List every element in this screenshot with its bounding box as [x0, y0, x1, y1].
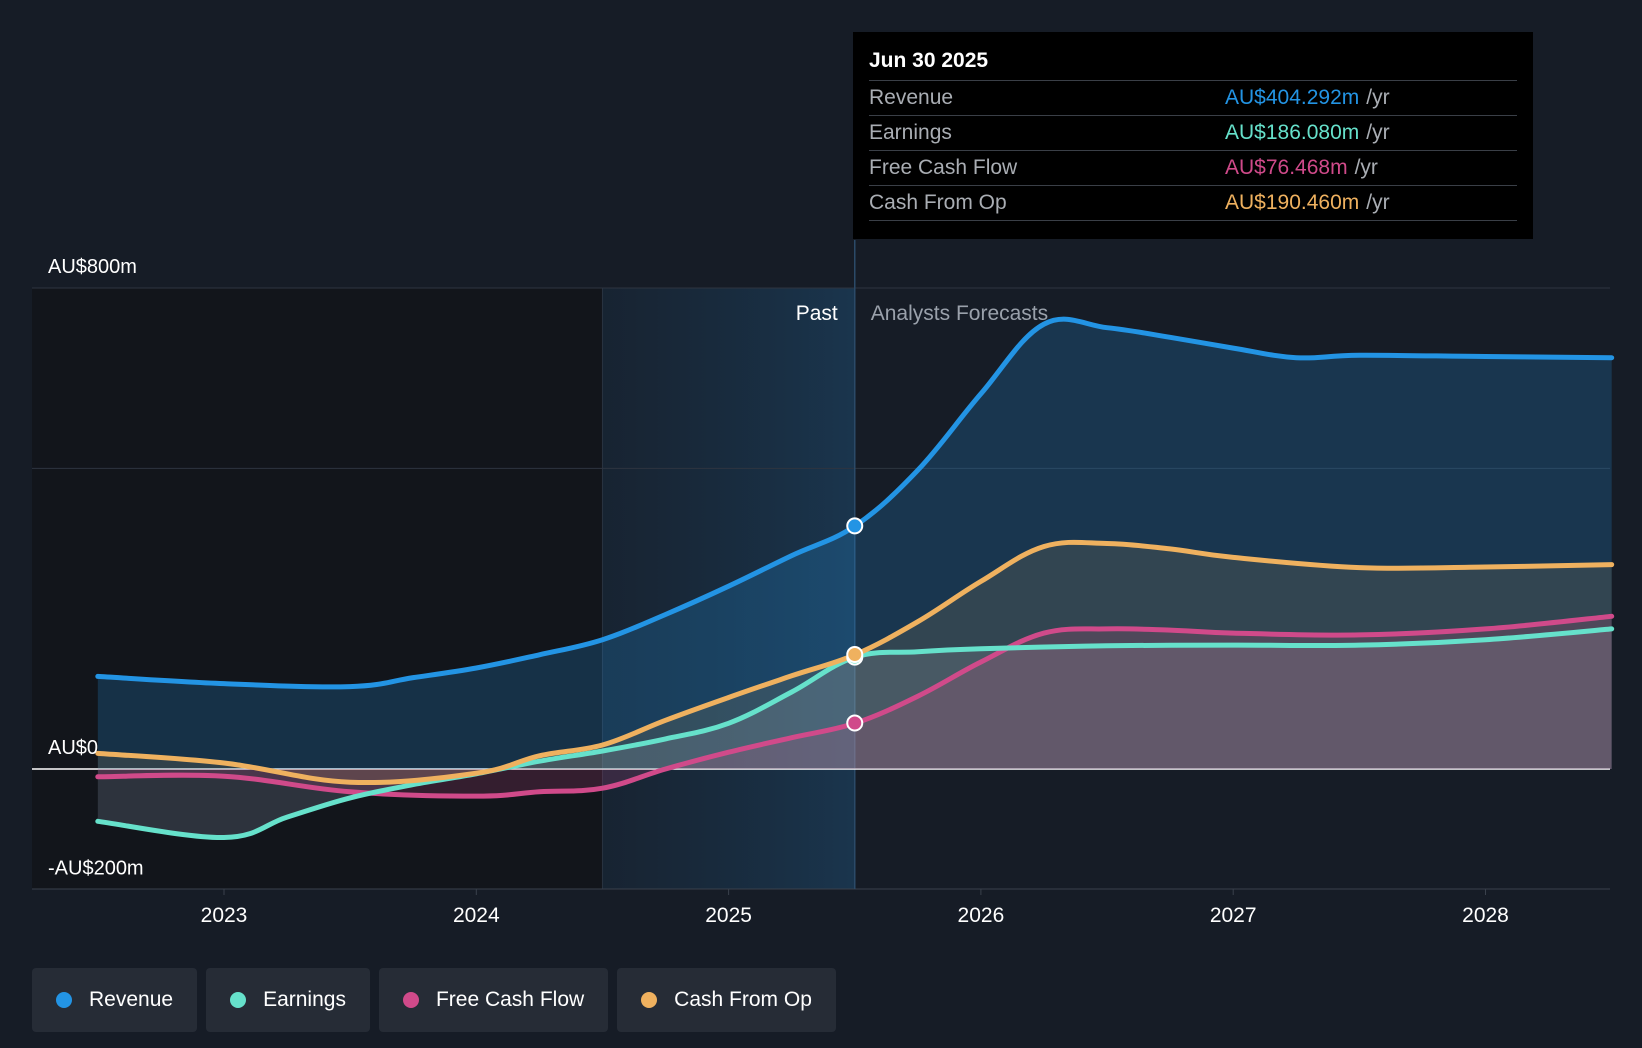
tooltip-label: Revenue — [869, 86, 954, 109]
earnings-area — [97, 628, 1612, 838]
x-tick-label: 2023 — [201, 904, 248, 927]
revenue-area — [97, 319, 1612, 769]
free-cash-flow-marker — [846, 714, 864, 732]
legend-label: Earnings — [263, 988, 346, 1011]
series-markers — [846, 517, 864, 732]
tooltip-unit: /yr — [1366, 121, 1390, 144]
tooltip-label: Earnings — [869, 121, 952, 144]
earnings-line — [95, 626, 1615, 841]
y-axis-label: AU$800m — [48, 256, 137, 278]
tooltip-row-revenue: Revenue AU$404.292m /yr — [869, 81, 1517, 116]
legend-item-cash-from-op[interactable]: Cash From Op — [617, 968, 836, 1032]
legend-dot-icon — [56, 992, 72, 1008]
past-label: Past — [796, 302, 838, 325]
legend-item-revenue[interactable]: Revenue — [32, 968, 198, 1032]
legend-label: Free Cash Flow — [435, 988, 585, 1011]
x-tick-label: 2026 — [958, 904, 1005, 927]
tooltip-value: AU$190.460m — [1225, 191, 1360, 214]
tooltip-row-cash-from-op: Cash From Op AU$190.460m /yr — [869, 186, 1517, 221]
tooltip-row-free-cash-flow: Free Cash Flow AU$76.468m /yr — [869, 151, 1517, 186]
tooltip-value: AU$404.292m — [1225, 86, 1360, 109]
tooltip-date: Jun 30 2025 — [869, 46, 1517, 81]
x-tick-label: 2025 — [705, 904, 752, 927]
tooltip-value: AU$76.468m — [1225, 156, 1348, 179]
free-cash-flow-area — [97, 616, 1612, 797]
tooltip-label: Cash From Op — [869, 191, 1007, 214]
tooltip-label: Free Cash Flow — [869, 156, 1018, 179]
legend-dot-icon — [641, 992, 658, 1008]
legend-item-free-cash-flow[interactable]: Free Cash Flow — [378, 968, 609, 1032]
tooltip-unit: /yr — [1354, 156, 1378, 179]
tooltip-value: AU$186.080m — [1225, 121, 1360, 144]
axis-labels: AU$800m AU$0 -AU$200m 2023 2024 2025 2026 2027 2… — [48, 256, 1509, 927]
legend-dot-icon — [402, 992, 419, 1008]
forecast-label: Analysts Forecasts — [871, 302, 1048, 325]
legend-item-earnings[interactable]: Earnings — [206, 968, 370, 1032]
tooltip-unit: /yr — [1366, 86, 1390, 109]
cash-from-op-marker — [846, 645, 864, 663]
x-tick-label: 2028 — [1462, 904, 1509, 927]
x-tick-label: 2027 — [1210, 904, 1257, 927]
chart-legend: Revenue Earnings Free Cash Flow Cash Fro… — [32, 968, 836, 1032]
x-tick-label: 2024 — [453, 904, 500, 927]
hover-tooltip: Jun 30 2025 Revenue AU$404.292m /yr Earn… — [853, 32, 1533, 239]
tooltip-unit: /yr — [1366, 191, 1390, 214]
y-axis-label: -AU$200m — [48, 857, 144, 879]
legend-label: Revenue — [89, 988, 174, 1011]
revenue-marker — [846, 517, 864, 535]
y-axis-label: AU$0 — [48, 737, 98, 759]
tooltip-row-earnings: Earnings AU$186.080m /yr — [869, 116, 1517, 151]
legend-dot-icon — [230, 992, 247, 1008]
gridlines — [32, 240, 1610, 890]
legend-label: Cash From Op — [674, 988, 812, 1011]
